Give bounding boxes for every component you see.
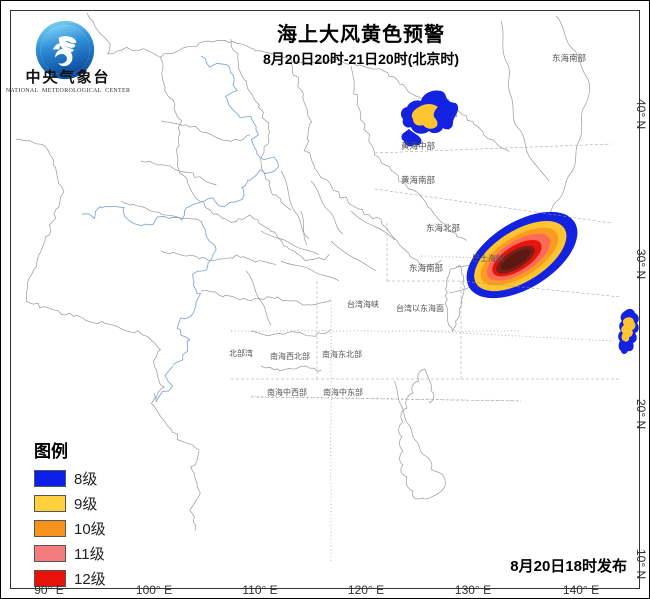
svg-text:南海东北部: 南海东北部: [322, 349, 362, 359]
svg-text:台湾以东海面: 台湾以东海面: [396, 303, 444, 313]
svg-text:东海北部: 东海北部: [426, 223, 461, 233]
svg-text:黄海南部: 黄海南部: [401, 175, 436, 185]
svg-text:南海中西部: 南海中西部: [267, 387, 307, 397]
svg-text:黄海中部: 黄海中部: [401, 141, 436, 151]
svg-text:东海南部: 东海南部: [409, 263, 444, 273]
svg-text:南海中东部: 南海中东部: [323, 387, 363, 397]
svg-text:北部湾: 北部湾: [229, 348, 253, 358]
svg-text:台湾海峡: 台湾海峡: [347, 299, 379, 309]
svg-text:巴士海峡: 巴士海峡: [472, 253, 504, 263]
svg-text:南海西北部: 南海西北部: [270, 351, 310, 361]
